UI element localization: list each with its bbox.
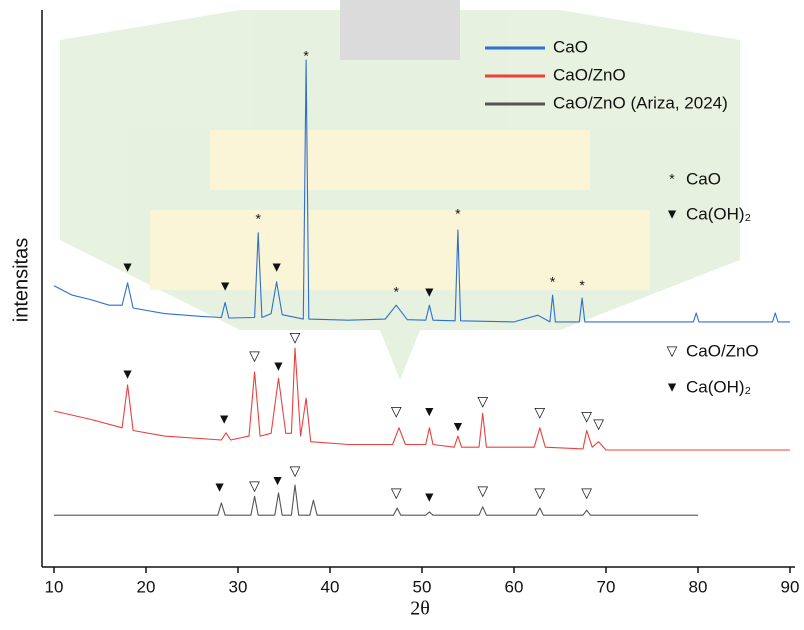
- peak-marker: ▽: [249, 477, 260, 493]
- x-tick-label: 90: [781, 577, 800, 596]
- peak-marker: ▽: [534, 404, 545, 420]
- peak-marker: ▽: [290, 329, 301, 345]
- peak-marker: ▽: [391, 485, 402, 501]
- phase-key-label: CaO/ZnO: [686, 341, 759, 360]
- phase-key-symbol: ▼: [665, 206, 679, 222]
- peak-marker: ▽: [391, 403, 402, 419]
- peak-marker: ▼: [213, 479, 227, 495]
- peak-marker: *: [256, 211, 262, 227]
- peak-marker: ▽: [534, 485, 545, 501]
- legend-label: CaO: [553, 37, 588, 56]
- peak-marker: ▼: [217, 411, 231, 427]
- peak-marker: ▽: [477, 483, 488, 499]
- x-tick-label: 70: [597, 577, 616, 596]
- peak-marker: ▼: [271, 472, 285, 488]
- peak-marker: ▼: [121, 259, 135, 275]
- peak-marker: ▽: [249, 348, 260, 364]
- phase-key-symbol: ▽: [667, 343, 678, 359]
- peak-marker: *: [455, 206, 461, 222]
- peak-marker: ▽: [290, 462, 301, 478]
- phase-key-label: CaO: [686, 169, 721, 188]
- peak-marker: *: [550, 274, 556, 290]
- x-tick-label: 50: [413, 577, 432, 596]
- watermark: [60, 0, 740, 380]
- peak-marker: ▼: [422, 284, 436, 300]
- legend-label: CaO/ZnO: [553, 65, 626, 84]
- x-tick-label: 30: [229, 577, 248, 596]
- peak-marker: ▽: [477, 393, 488, 409]
- peak-marker: ▽: [581, 408, 592, 424]
- x-tick-label: 40: [321, 577, 340, 596]
- peak-marker: ▼: [422, 489, 436, 505]
- x-tick-label: 20: [137, 577, 156, 596]
- phase-key-label: Ca(OH)₂: [686, 377, 751, 396]
- series-line: [54, 348, 790, 450]
- y-axis-label: intensitas: [10, 238, 32, 323]
- phase-key-symbol: *: [669, 171, 675, 187]
- peak-marker: ▼: [422, 403, 436, 419]
- x-tick-label: 10: [45, 577, 64, 596]
- series-line: [54, 485, 698, 515]
- peak-marker: ▼: [121, 366, 135, 382]
- legend-label: CaO/ZnO (Ariza, 2024): [553, 93, 728, 112]
- x-tick-label: 60: [505, 577, 524, 596]
- phase-key-label: Ca(OH)₂: [686, 204, 751, 223]
- peak-marker: *: [394, 284, 400, 300]
- peak-marker: ▽: [581, 485, 592, 501]
- x-axis-label: 2θ: [410, 598, 430, 620]
- peak-marker: ▼: [218, 278, 232, 294]
- peak-marker: ▼: [451, 418, 465, 434]
- peak-marker: ▼: [272, 358, 286, 374]
- peak-marker: ▼: [270, 259, 284, 275]
- chart: 2θ intensitas 10 20 30 40 50 60 70 80 90 CaO CaO/Z…: [0, 0, 804, 630]
- peak-marker: *: [303, 47, 309, 63]
- peak-marker: ▽: [593, 416, 604, 432]
- peak-marker: *: [579, 277, 585, 293]
- x-tick-label: 80: [689, 577, 708, 596]
- phase-key-symbol: ▼: [665, 379, 679, 395]
